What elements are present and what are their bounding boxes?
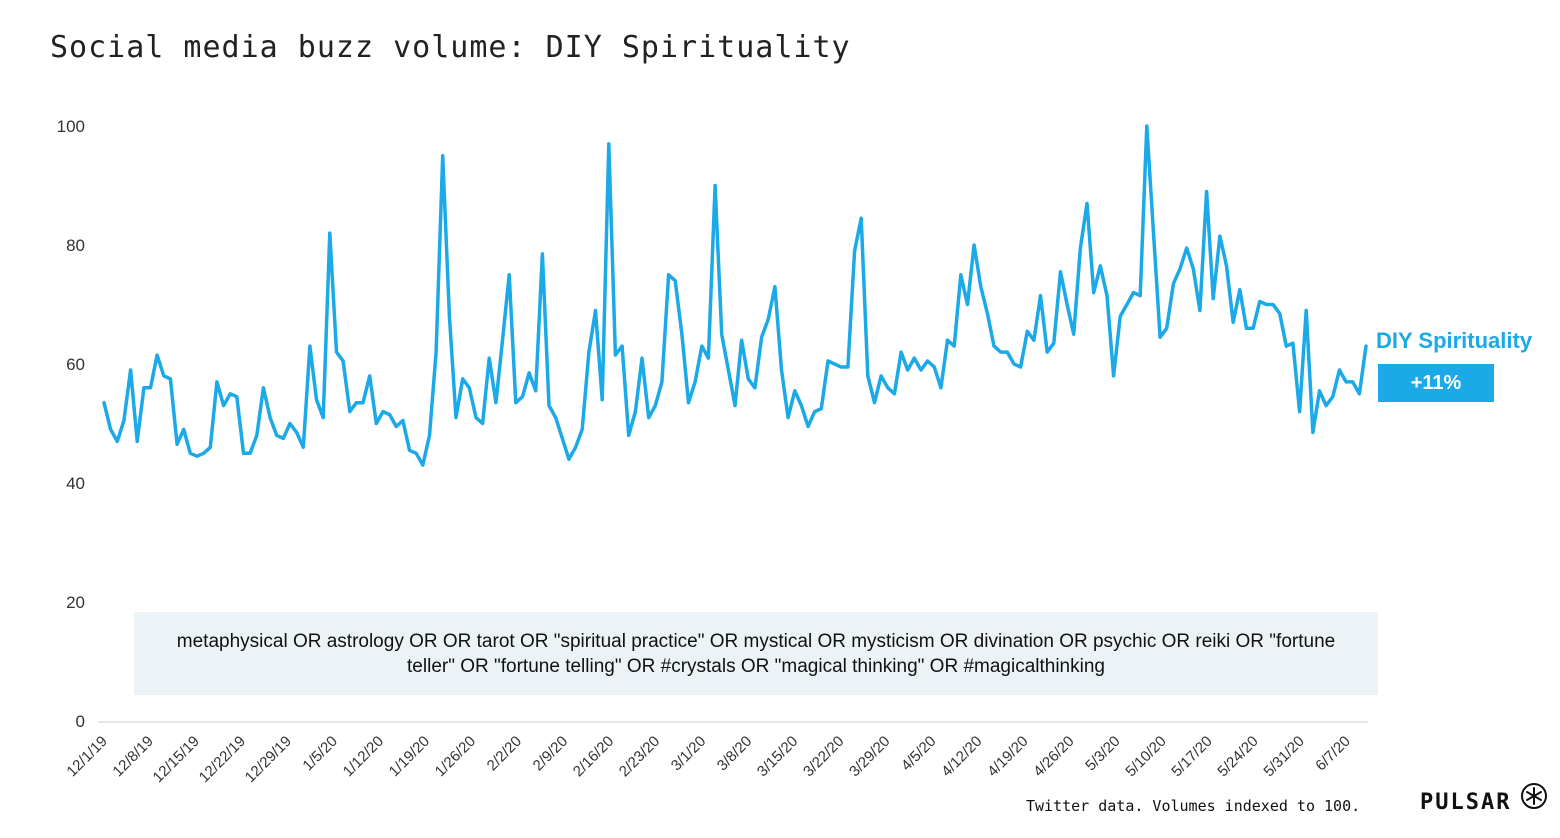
x-tick-label: 5/3/20 [1082,733,1124,775]
chart-title: Social media buzz volume: DIY Spirituali… [50,30,851,65]
y-tick-label: 100 [57,117,85,136]
x-tick-label: 5/24/20 [1214,733,1261,780]
y-tick-label: 40 [66,474,85,493]
y-tick-label: 80 [66,236,85,255]
footnote: Twitter data. Volumes indexed to 100. [1026,797,1361,815]
query-box: metaphysical OR astrology OR OR tarot OR… [134,612,1378,695]
pulsar-logo-icon [1521,783,1547,809]
x-tick-label: 4/12/20 [938,733,985,780]
x-tick-label: 3/29/20 [846,733,893,780]
x-tick-label: 12/22/19 [196,733,249,786]
change-badge: +11% [1378,364,1494,402]
x-tick-label: 2/9/20 [530,733,572,775]
x-tick-label: 1/12/20 [340,733,387,780]
x-tick-label: 4/26/20 [1030,733,1077,780]
x-tick-label: 1/26/20 [432,733,479,780]
y-tick-label: 20 [66,593,85,612]
x-tick-label: 1/5/20 [299,733,341,775]
x-tick-label: 2/2/20 [484,733,526,775]
x-tick-label: 6/7/20 [1312,733,1354,775]
x-tick-label: 4/5/20 [898,733,940,775]
series-line-diy-spirituality [102,124,1368,467]
x-tick-label: 4/19/20 [984,733,1031,780]
x-tick-label: 1/19/20 [386,733,433,780]
y-tick-label: 0 [76,712,85,731]
x-tick-label: 3/8/20 [714,733,756,775]
y-axis-ticks: 0 20 40 60 80 100 [57,117,85,731]
x-tick-label: 12/1/19 [63,733,110,780]
x-tick-label: 5/17/20 [1168,733,1215,780]
x-tick-label: 5/10/20 [1122,733,1169,780]
brand-logo-text: PULSAR [1420,790,1512,815]
x-tick-label: 3/15/20 [754,733,801,780]
x-tick-label: 12/15/19 [150,733,203,786]
x-tick-label: 2/23/20 [616,733,663,780]
x-tick-label: 12/29/19 [242,733,295,786]
x-tick-label: 5/31/20 [1260,733,1307,780]
query-text: metaphysical OR astrology OR OR tarot OR… [176,630,1336,677]
x-tick-label: 3/22/20 [800,733,847,780]
x-tick-label: 2/16/20 [570,733,617,780]
series-label: DIY Spirituality [1376,328,1533,353]
x-tick-label: 3/1/20 [668,733,710,775]
y-tick-label: 60 [66,355,85,374]
